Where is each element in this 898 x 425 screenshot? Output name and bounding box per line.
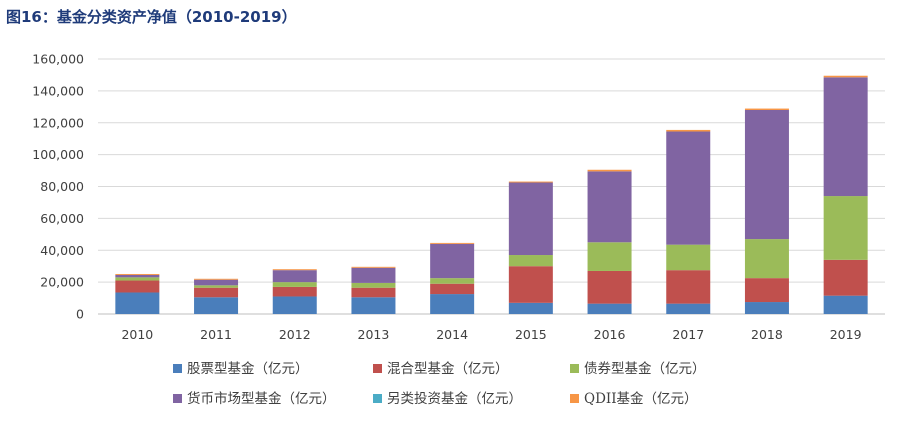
bar-segment [351, 282, 396, 288]
bar-segment [272, 269, 317, 271]
legend-swatch [570, 364, 579, 373]
bar-segment [430, 283, 475, 295]
x-tick-label: 2012 [279, 327, 311, 342]
bar-segment [508, 181, 553, 183]
bar-segment [272, 286, 317, 297]
bar-segment [508, 255, 553, 267]
bar-segment [744, 278, 789, 303]
x-tick-label: 2019 [830, 327, 862, 342]
bar-segment [272, 282, 317, 287]
x-tick-label: 2010 [121, 327, 153, 342]
y-tick-label: 120,000 [32, 115, 84, 130]
bar-segment [115, 280, 160, 293]
bar-segment [823, 75, 868, 78]
bar-segment [587, 270, 632, 304]
bar-segment [351, 266, 396, 268]
bar-segment [666, 131, 711, 245]
bar-segment [272, 270, 317, 283]
bar-segment [666, 244, 711, 271]
legend-label: QDII基金（亿元） [584, 390, 698, 407]
bar-segment [430, 242, 475, 244]
axes: 0 20,000 40,000 60,000 80,000 100,000 120,000 1… [32, 52, 861, 343]
legend-swatch [570, 394, 579, 403]
bar-segment [823, 259, 868, 296]
bar-segment [823, 196, 868, 260]
x-tick-label: 2016 [594, 327, 626, 342]
y-tick-label: 0 [76, 307, 84, 322]
bar-segment [508, 302, 553, 314]
bar-segment [272, 296, 317, 314]
x-tick-label: 2018 [751, 327, 783, 342]
bar-series [115, 75, 868, 314]
bar-segment [587, 242, 632, 271]
bar-segment [351, 297, 396, 314]
x-tick-label: 2017 [672, 327, 704, 342]
x-tick-label: 2014 [436, 327, 468, 342]
bar-segment [430, 243, 475, 279]
bar-segment [115, 274, 160, 278]
bar-segment [823, 77, 868, 197]
legend-label: 另类投资基金（亿元） [387, 390, 522, 407]
legend-swatch [173, 364, 182, 373]
bar-segment [587, 303, 632, 314]
bar-segment [823, 295, 868, 314]
chart-title: 图16：基金分类资产净值（2010-2019） [6, 8, 297, 26]
bar-segment [430, 294, 475, 314]
legend-label: 债券型基金（亿元） [584, 360, 706, 377]
bar-segment [666, 303, 711, 314]
bar-segment [430, 278, 475, 284]
bar-segment [194, 278, 239, 280]
y-tick-label: 40,000 [40, 243, 84, 258]
legend-swatch [373, 364, 382, 373]
bar-segment [666, 270, 711, 304]
bar-segment [508, 266, 553, 303]
bar-segment [351, 267, 396, 283]
bar-segment [351, 287, 396, 298]
legend-swatch [173, 394, 182, 403]
bar-segment [744, 110, 789, 240]
y-tick-label: 80,000 [40, 179, 84, 194]
bar-segment [744, 239, 789, 279]
legend-label: 货币市场型基金（亿元） [187, 390, 336, 407]
x-tick-label: 2011 [200, 327, 232, 342]
y-tick-label: 140,000 [32, 83, 84, 98]
bar-segment [194, 287, 239, 298]
y-tick-label: 160,000 [32, 52, 84, 67]
bar-segment [194, 279, 239, 286]
legend-label: 混合型基金（亿元） [387, 360, 509, 377]
x-tick-label: 2013 [358, 327, 390, 342]
legend-swatch [373, 394, 382, 403]
bar-segment [744, 108, 789, 110]
bar-segment [115, 273, 160, 275]
bar-segment [115, 292, 160, 314]
bar-segment [587, 171, 632, 243]
x-tick-label: 2015 [515, 327, 547, 342]
legend-label: 股票型基金（亿元） [187, 360, 309, 377]
bar-segment [508, 182, 553, 256]
y-tick-label: 60,000 [40, 211, 84, 226]
y-tick-label: 20,000 [40, 275, 84, 290]
bar-segment [666, 129, 711, 132]
bar-segment [194, 285, 239, 288]
bar-segment [115, 277, 160, 281]
bar-segment [587, 169, 632, 172]
bar-segment [744, 302, 789, 314]
y-tick-label: 100,000 [32, 147, 84, 162]
bar-segment [194, 297, 239, 314]
legend: 股票型基金（亿元） 混合型基金（亿元） 债券型基金（亿元） 货币市场型基金（亿元） 另类… [173, 360, 706, 407]
